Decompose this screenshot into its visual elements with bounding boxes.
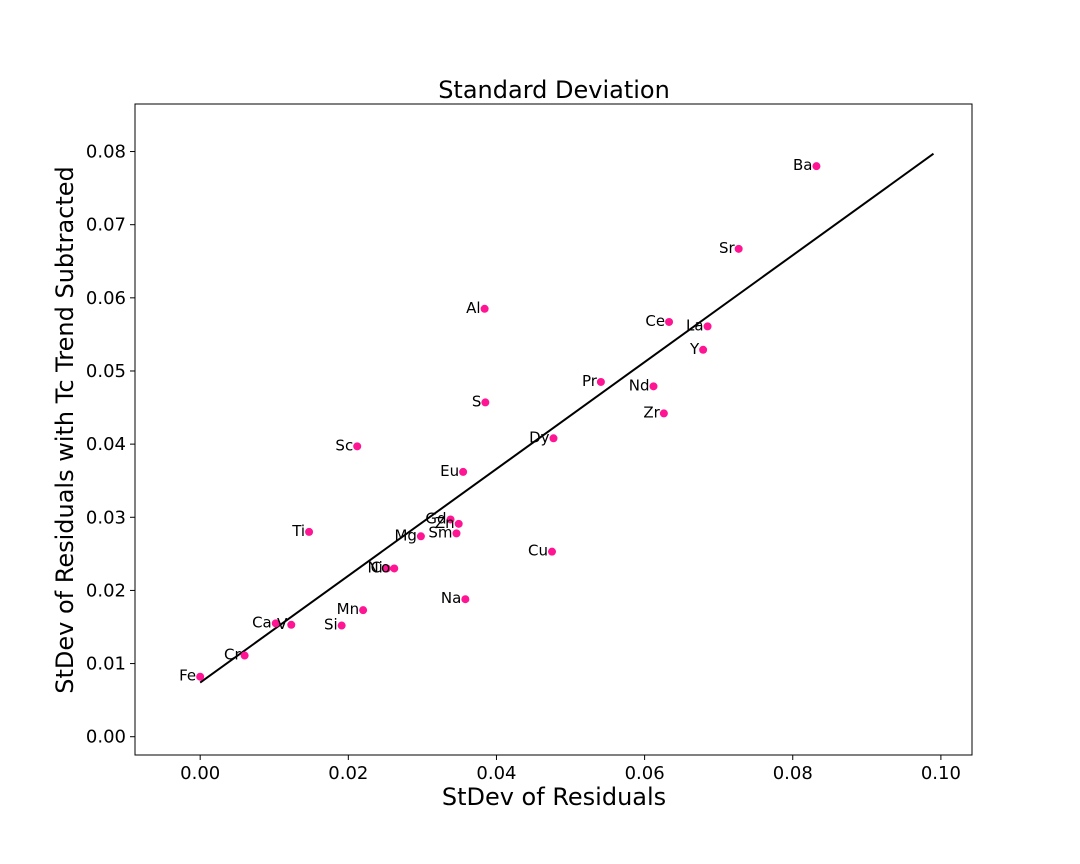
data-point-eu <box>459 467 468 476</box>
data-point-dy <box>549 434 558 443</box>
point-label-fe: Fe <box>179 667 196 685</box>
data-point-mn <box>359 606 368 615</box>
point-label-ti: Ti <box>291 522 305 540</box>
x-tick-label: 0.04 <box>476 763 516 784</box>
y-tick-label: 0.00 <box>86 727 126 748</box>
x-tick-label: 0.02 <box>328 763 368 784</box>
point-label-si: Si <box>324 616 338 634</box>
x-tick-label: 0.08 <box>773 763 813 784</box>
data-point-ti <box>305 527 314 536</box>
data-point-ca <box>271 619 280 628</box>
data-point-ce <box>665 317 674 326</box>
point-label-sr: Sr <box>719 239 736 257</box>
data-point-na <box>461 595 470 604</box>
data-point-pr <box>596 377 605 386</box>
point-label-eu: Eu <box>440 462 459 480</box>
y-tick-label: 0.08 <box>86 142 126 163</box>
data-point-zn <box>454 519 463 528</box>
data-point-y <box>699 345 708 354</box>
point-label-gd: Gd <box>425 509 446 527</box>
point-label-la: La <box>686 316 704 334</box>
point-label-dy: Dy <box>529 428 550 446</box>
data-point-cr <box>240 651 249 660</box>
y-axis-title: StDev of Residuals with Tc Trend Subtrac… <box>51 166 79 694</box>
data-point-sr <box>734 244 743 253</box>
point-label-ba: Ba <box>793 156 812 174</box>
data-point-si <box>337 621 346 630</box>
data-point-ni <box>382 564 391 573</box>
x-axis-ticks: 0.00 0.02 0.04 0.06 0.08 0.10 <box>180 755 961 784</box>
data-point-v <box>287 620 296 629</box>
data-point-mg <box>416 532 425 541</box>
data-point-sm <box>452 529 461 538</box>
data-point-al <box>480 304 489 313</box>
data-point-nd <box>649 382 658 391</box>
point-label-ni: Ni <box>367 558 382 576</box>
data-point-s <box>481 398 490 407</box>
point-label-sm: Sm <box>428 523 452 541</box>
y-tick-label: 0.04 <box>86 434 126 455</box>
point-label-pr: Pr <box>582 372 598 390</box>
data-point-cu <box>548 547 557 556</box>
point-label-co: Co <box>371 558 391 576</box>
point-label-zn: Zn <box>435 514 455 532</box>
x-axis-title: StDev of Residuals <box>442 783 666 811</box>
y-tick-label: 0.07 <box>86 215 126 236</box>
data-point-fe <box>196 672 205 681</box>
point-label-ce: Ce <box>645 312 665 330</box>
point-label-nd: Nd <box>629 376 650 394</box>
data-point-zr <box>659 409 668 418</box>
y-tick-label: 0.01 <box>86 654 126 675</box>
fit-line <box>199 152 935 684</box>
y-tick-label: 0.03 <box>86 507 126 528</box>
point-label-zr: Zr <box>643 403 660 421</box>
point-label-mg: Mg <box>394 526 416 544</box>
x-tick-label: 0.06 <box>625 763 665 784</box>
point-label-v: V <box>277 615 288 633</box>
data-point-ba <box>812 162 821 171</box>
point-label-na: Na <box>441 589 461 607</box>
point-label-al: Al <box>466 299 480 317</box>
point-label-s: S <box>472 392 482 410</box>
point-label-sc: Sc <box>335 436 353 454</box>
points-layer <box>196 162 821 681</box>
x-tick-label: 0.00 <box>180 763 220 784</box>
data-point-gd <box>446 515 455 524</box>
point-label-cr: Cr <box>224 646 241 664</box>
data-point-la <box>703 322 712 331</box>
plot-area <box>135 104 972 755</box>
data-point-sc <box>353 442 362 451</box>
point-label-y: Y <box>689 340 700 358</box>
y-tick-label: 0.06 <box>86 288 126 309</box>
y-tick-label: 0.02 <box>86 580 126 601</box>
point-label-ca: Ca <box>252 613 272 631</box>
chart-title: Standard Deviation <box>438 76 670 104</box>
y-tick-label: 0.05 <box>86 361 126 382</box>
x-tick-label: 0.10 <box>921 763 961 784</box>
plot-frame <box>134 103 973 756</box>
fit-line-layer <box>199 152 935 684</box>
data-point-co <box>390 564 399 573</box>
point-label-cu: Cu <box>528 542 548 560</box>
y-axis-ticks: 0.00 0.01 0.02 0.03 0.04 0.05 0.06 0.07 0.08 <box>86 142 135 748</box>
point-label-mn: Mn <box>337 600 359 618</box>
